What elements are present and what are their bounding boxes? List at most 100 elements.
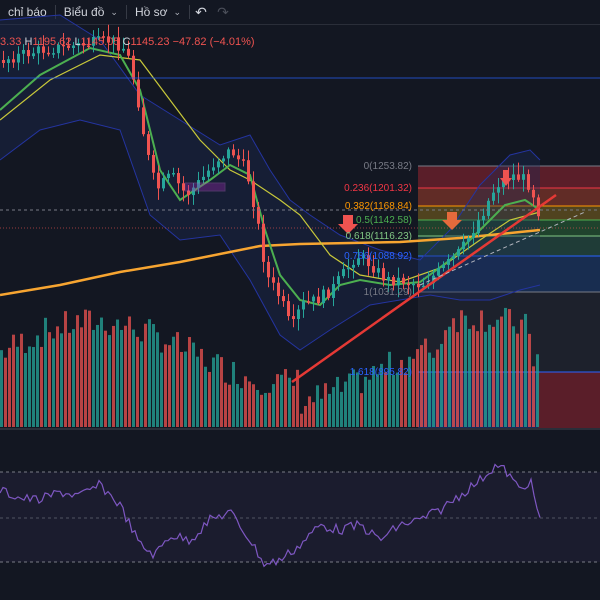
candle-body xyxy=(457,249,460,257)
volume-bar xyxy=(96,324,99,427)
candle-body xyxy=(522,174,525,180)
volume-bar xyxy=(204,366,207,427)
candle-body xyxy=(162,178,165,189)
low-value: 1145.05 xyxy=(80,36,120,48)
open-value: 3.33 xyxy=(0,36,22,48)
volume-bar xyxy=(516,333,519,427)
bollinger-lower xyxy=(0,119,541,351)
chevron-down-icon: ⌄ xyxy=(173,6,182,17)
volume-bar xyxy=(220,357,223,427)
candle-body xyxy=(122,48,125,51)
profile-menu-button[interactable]: Hồ sơ ⌄ xyxy=(127,0,189,24)
volume-bar xyxy=(348,373,351,427)
low-key: L xyxy=(74,36,81,48)
volume-bar xyxy=(364,376,367,427)
candle-body xyxy=(312,296,315,302)
volume-bar xyxy=(296,369,299,427)
indicators-button[interactable]: chỉ báo xyxy=(0,0,55,24)
candle-body xyxy=(267,261,270,278)
fib-level-label: 1(1031.29) xyxy=(364,287,412,298)
volume-bar xyxy=(4,357,7,427)
candle-body xyxy=(392,276,395,286)
chart-menu-button[interactable]: Biểu đồ ⌄ xyxy=(56,0,126,24)
candle-body xyxy=(382,268,385,281)
volume-bar xyxy=(168,345,171,427)
fib-level-label: 0.236(1201.32) xyxy=(344,183,412,194)
pane-divider[interactable] xyxy=(0,428,600,430)
volume-bar xyxy=(284,369,287,427)
candle-body xyxy=(487,200,490,216)
volume-bar xyxy=(460,310,463,427)
volume-bar xyxy=(264,392,267,427)
candle-body xyxy=(302,301,305,310)
candle-body xyxy=(517,174,520,180)
volume-bar xyxy=(292,385,295,427)
volume-bar xyxy=(80,327,83,427)
volume-bar xyxy=(188,337,191,427)
candle-body xyxy=(257,207,260,224)
drawing-overlay[interactable] xyxy=(0,77,600,384)
volume-bar xyxy=(180,351,183,427)
arrow-down-icon xyxy=(500,170,512,186)
volume-bar xyxy=(108,335,111,427)
volume-bar xyxy=(148,319,151,427)
volume-bar xyxy=(476,331,479,427)
candle-body xyxy=(347,267,350,270)
volume-bar xyxy=(276,374,279,427)
volume-bar xyxy=(388,351,391,427)
volume-bar xyxy=(52,338,55,427)
candle-body xyxy=(342,269,345,277)
candle-body xyxy=(192,187,195,196)
volume-bar xyxy=(504,307,507,427)
volume-bar xyxy=(260,394,263,427)
candle-body xyxy=(152,154,155,173)
volume-bar xyxy=(492,326,495,427)
volume-bar xyxy=(256,389,259,427)
volume-bar xyxy=(88,310,91,427)
volume-bar xyxy=(12,334,15,427)
undo-icon[interactable]: ↶ xyxy=(195,3,207,20)
candle-body xyxy=(412,283,415,286)
volume-bar xyxy=(128,316,131,427)
candle-body xyxy=(532,189,535,198)
candle-body xyxy=(322,289,325,304)
candle-body xyxy=(397,277,400,286)
volume-bar xyxy=(248,381,251,427)
candle-body xyxy=(307,301,310,303)
redo-icon[interactable]: ↷ xyxy=(217,3,229,20)
candle-body xyxy=(462,241,465,250)
volume-bar xyxy=(436,349,439,427)
candlesticks xyxy=(2,24,540,331)
volume-bar xyxy=(136,336,139,427)
candle-body xyxy=(452,256,455,260)
candle-body xyxy=(477,220,480,234)
candle-body xyxy=(367,255,370,267)
candle-body xyxy=(217,161,220,168)
candle-body xyxy=(297,309,300,320)
change-value: −47.82 (−4.01%) xyxy=(172,36,255,48)
volume-bar xyxy=(268,392,271,427)
volume-bar xyxy=(456,332,459,427)
volume-bar xyxy=(120,329,123,427)
candle-body xyxy=(422,285,425,288)
volume-bar xyxy=(68,332,71,427)
volume-bar xyxy=(444,330,447,427)
candle-body xyxy=(277,282,280,297)
candle-body xyxy=(27,49,30,57)
volume-bar xyxy=(400,359,403,427)
rectangle-drawing xyxy=(184,182,226,192)
volume-bar xyxy=(224,382,227,427)
rsi-pane xyxy=(0,463,600,568)
volume-bar xyxy=(36,335,39,427)
volume-bar xyxy=(468,328,471,427)
candle-body xyxy=(362,255,365,259)
candle-body xyxy=(57,44,60,54)
high-value: 1195.62 xyxy=(32,36,72,48)
candle-body xyxy=(72,45,75,48)
volume-bar xyxy=(172,336,175,427)
candle-body xyxy=(387,276,390,281)
candle-body xyxy=(332,284,335,298)
candle-body xyxy=(227,149,230,159)
candle-body xyxy=(172,173,175,175)
